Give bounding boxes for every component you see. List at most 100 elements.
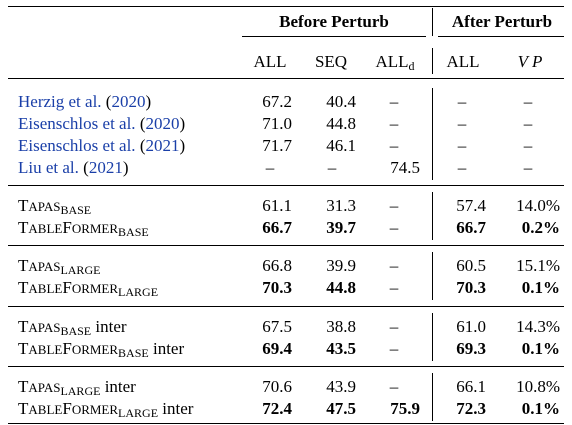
section-rule-2 xyxy=(8,245,564,246)
citation-authors: Eisenschlos et al. xyxy=(18,114,136,133)
cell-vp: 0.1% xyxy=(521,399,560,418)
model-suffix: inter xyxy=(158,399,194,418)
cell-all: 71.7 xyxy=(262,136,292,155)
cell-vp: – xyxy=(523,136,533,155)
citation-year: 2020 xyxy=(145,114,180,133)
model-suffix: inter xyxy=(91,317,127,336)
model-name: TABLEFORMERBASE inter xyxy=(18,339,184,363)
citation-close: ) xyxy=(145,92,152,111)
cell-vp: 14.0% xyxy=(516,196,560,215)
after-group-rule xyxy=(438,36,564,37)
model-smallcaps-2: ORMER xyxy=(71,402,119,417)
cell-vp: 0.2% xyxy=(521,218,560,237)
cell-all: – xyxy=(265,158,275,177)
bottom-rule xyxy=(8,423,564,425)
citation-space: ( xyxy=(135,136,146,155)
model-size: BASE xyxy=(118,225,149,239)
cell-alld: – xyxy=(389,278,399,297)
cell-all: 70.3 xyxy=(262,278,292,297)
cell-all2: – xyxy=(457,158,467,177)
model-initial-2: F xyxy=(62,339,72,358)
model-smallcaps-2: ORMER xyxy=(71,221,119,236)
subheader-divider xyxy=(432,48,433,74)
model-smallcaps-2: ORMER xyxy=(71,342,119,357)
model-initial-2: F xyxy=(62,399,72,418)
cell-all: 67.5 xyxy=(262,317,292,336)
method-name: Herzig et al. (2020) xyxy=(18,92,151,112)
cell-all2: 60.5 xyxy=(456,256,486,275)
group1-divider xyxy=(432,192,433,240)
col-alld-main: ALL xyxy=(375,52,409,71)
citation-space: ( xyxy=(78,158,89,177)
model-initial-2: F xyxy=(62,218,72,237)
cell-alld: – xyxy=(389,339,399,358)
group4-divider xyxy=(432,373,433,421)
cell-seq: 39.9 xyxy=(326,256,356,275)
citation-space: ( xyxy=(135,114,146,133)
model-initial: T xyxy=(18,377,29,396)
cell-all2: – xyxy=(457,136,467,155)
model-initial: T xyxy=(18,278,29,297)
cell-all2: 66.1 xyxy=(456,377,486,396)
cell-seq: 39.7 xyxy=(326,218,356,237)
cell-all: 70.6 xyxy=(262,377,292,396)
cell-all: 66.8 xyxy=(262,256,292,275)
cell-alld: 74.5 xyxy=(390,158,420,177)
method-name: Eisenschlos et al. (2020) xyxy=(18,114,185,134)
cell-all2: 57.4 xyxy=(456,196,486,215)
cell-alld: – xyxy=(389,256,399,275)
group3-divider xyxy=(432,313,433,361)
model-size: BASE xyxy=(60,203,92,217)
model-smallcaps: ABLE xyxy=(28,281,63,296)
citation-space: ( xyxy=(101,92,112,111)
cell-vp: 10.8% xyxy=(516,377,560,396)
cell-seq: – xyxy=(327,158,337,177)
model-name: TAPASBASE inter xyxy=(18,317,127,341)
prior-divider xyxy=(432,88,433,180)
model-suffix: inter xyxy=(148,339,185,358)
cell-all2: – xyxy=(457,92,467,111)
cell-seq: 40.4 xyxy=(326,92,356,111)
citation-year: 2021 xyxy=(145,136,180,155)
cell-vp: 0.1% xyxy=(521,278,560,297)
model-initial: T xyxy=(18,218,29,237)
model-name: TAPASLARGE xyxy=(18,256,100,280)
model-size: BASE xyxy=(118,346,149,360)
model-initial: T xyxy=(18,339,29,358)
model-smallcaps: ABLE xyxy=(28,221,63,236)
cell-alld: – xyxy=(389,92,399,111)
section-rule-1 xyxy=(8,185,564,186)
before-group-rule xyxy=(242,36,426,37)
cell-alld: – xyxy=(389,317,399,336)
citation-close: ) xyxy=(179,136,186,155)
model-name: TABLEFORMERLARGE xyxy=(18,278,158,302)
model-name: TABLEFORMERLARGE inter xyxy=(18,399,193,423)
cell-vp: 0.1% xyxy=(521,339,560,358)
col-seq: SEQ xyxy=(314,52,348,71)
cell-alld: – xyxy=(389,377,399,396)
citation-authors: Liu et al. xyxy=(18,158,79,177)
col-all: ALL xyxy=(253,52,287,71)
citation-year: 2020 xyxy=(111,92,146,111)
cell-all2: 66.7 xyxy=(456,218,486,237)
cell-alld: – xyxy=(389,114,399,133)
cell-all: 69.4 xyxy=(262,339,292,358)
model-initial-2: F xyxy=(62,278,72,297)
cell-seq: 43.5 xyxy=(326,339,356,358)
header-divider xyxy=(432,8,433,36)
model-initial: T xyxy=(18,196,29,215)
model-size: LARGE xyxy=(60,263,101,277)
col-alld: ALLd xyxy=(368,52,422,76)
model-initial: T xyxy=(18,399,29,418)
model-smallcaps: APAS xyxy=(28,199,61,214)
cell-vp: 14.3% xyxy=(516,317,560,336)
cell-all: 67.2 xyxy=(262,92,292,111)
cell-all2: 72.3 xyxy=(456,399,486,418)
model-size: LARGE xyxy=(60,384,101,398)
top-rule xyxy=(8,6,564,8)
model-smallcaps: ABLE xyxy=(28,342,63,357)
cell-all2: 61.0 xyxy=(456,317,486,336)
citation-authors: Herzig et al. xyxy=(18,92,102,111)
model-size: LARGE xyxy=(118,285,159,299)
